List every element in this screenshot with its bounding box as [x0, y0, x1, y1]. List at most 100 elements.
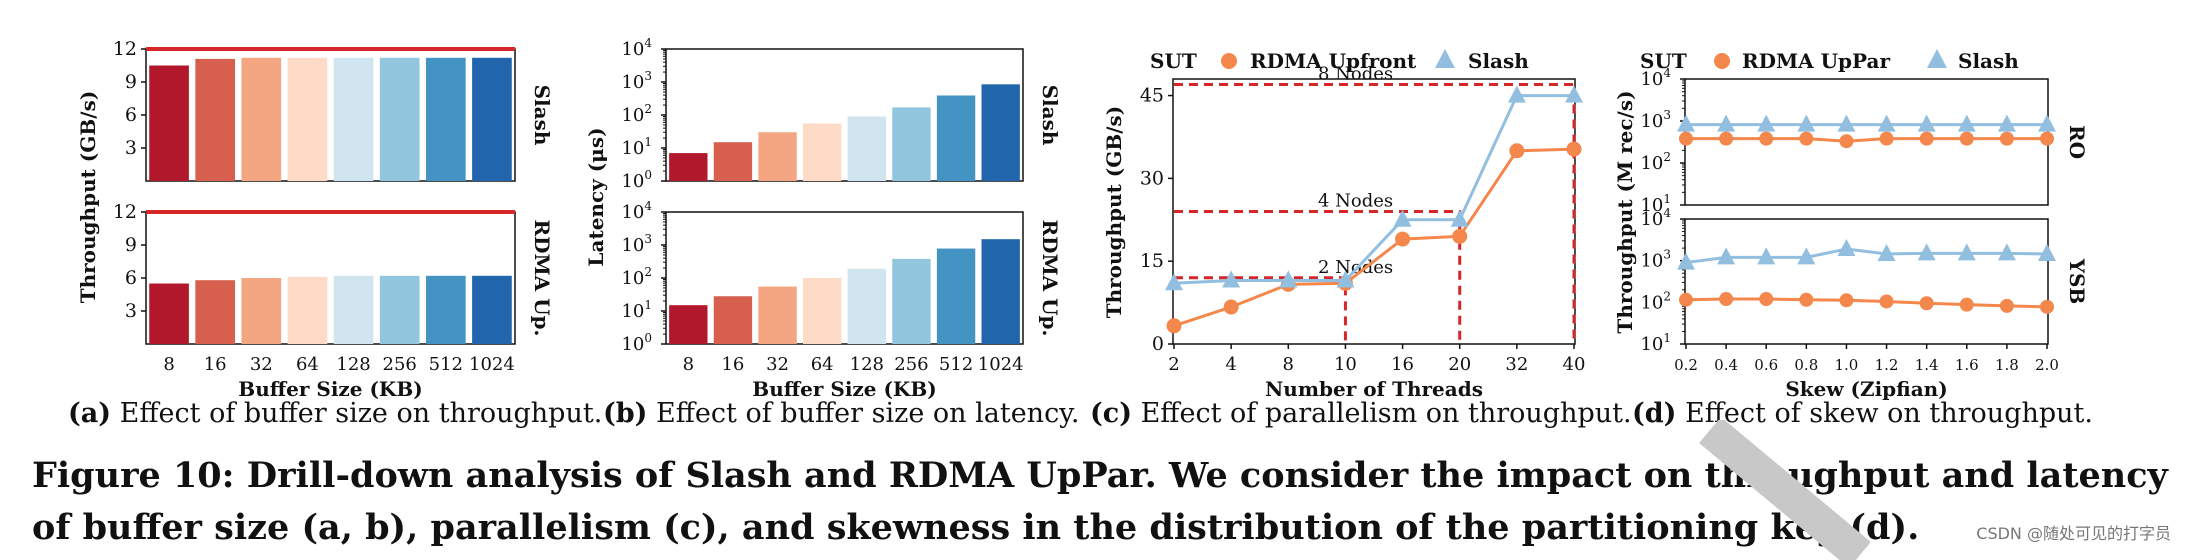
chart-d-point — [1877, 114, 1896, 132]
chart-d-xtick-label: 0.8 — [1794, 356, 1818, 374]
chart-c-point — [1395, 231, 1411, 247]
chart-d-series-line — [1685, 247, 2048, 265]
chart-b-ytick-label-exp: 1 — [644, 298, 652, 312]
chart-c-legend-label: Slash — [1468, 49, 1529, 73]
chart-b-panel-label: Slash — [1038, 85, 1062, 146]
chart-d-point — [1717, 247, 1736, 265]
chart-a-panel-label: RDMA Up. — [530, 220, 554, 337]
chart-d-point — [1879, 294, 1894, 309]
chart-a-bar — [241, 57, 282, 181]
chart-a-ytick-label: 3 — [125, 137, 137, 159]
chart-d-ytick-label-exp: 2 — [1663, 289, 1671, 303]
chart-a-xtick-label: 64 — [296, 354, 319, 375]
chart-a-xtick-label: 16 — [204, 354, 227, 375]
chart-d-point — [1997, 114, 2016, 132]
chart-d-ytick-label: 102 — [1640, 150, 1671, 174]
chart-d-ytick-label: 102 — [1640, 289, 1671, 313]
subcaption-d: (d) Effect of skew on throughput. — [1632, 398, 2093, 429]
chart-a-bar — [333, 57, 374, 181]
chart-c-series-line — [1173, 94, 1574, 285]
chart-d-ytick-label-exp: 1 — [1663, 331, 1671, 345]
chart-c-xtick-label: 16 — [1391, 354, 1414, 375]
chart-a-xtick-label: 32 — [250, 354, 273, 375]
chart-c-legend-marker — [1435, 49, 1455, 68]
chart-a-bar — [425, 275, 466, 344]
chart-b-bar — [802, 123, 842, 181]
chart-d-ytick-label-exp: 1 — [1663, 192, 1671, 206]
chart-a-bar — [195, 58, 236, 181]
chart-b-ytick-label-exp: 2 — [644, 265, 652, 279]
chart-d-point — [1997, 243, 2016, 261]
chart-a-ytick-label: 9 — [125, 234, 137, 256]
chart-d-xtick-label: 1.4 — [1915, 356, 1939, 374]
chart-b-xtick-label: 16 — [721, 354, 744, 375]
chart-a-xtick-label: 1024 — [469, 354, 515, 375]
chart-b-bar — [892, 258, 931, 344]
chart-d-ytick-label-exp: 3 — [1663, 108, 1671, 122]
subcaption-b: (b) Effect of buffer size on latency. — [603, 398, 1080, 429]
chart-c-series-line — [1173, 147, 1575, 328]
chart-b-ytick-label: 101 — [621, 135, 652, 159]
chart-d-point — [1999, 131, 2014, 146]
chart-c-point — [1452, 228, 1468, 244]
subcaption-a: (a) Effect of buffer size on throughput. — [68, 398, 603, 429]
chart-c-ytick-label: 45 — [1140, 85, 1164, 107]
chart-d-panel-frame — [1684, 218, 2049, 345]
chart-d-point — [1839, 293, 1854, 308]
chart-d-point — [1759, 131, 1774, 146]
chart-a-ytick-label: 3 — [125, 300, 137, 322]
chart-a-bar — [425, 57, 466, 181]
chart-d-point — [2040, 299, 2054, 314]
chart-c-point — [1393, 209, 1412, 227]
chart-b-bar — [713, 142, 753, 181]
chart-a-bar — [472, 57, 512, 181]
chart-c-ytick-label: 15 — [1140, 250, 1164, 272]
chart-d-xtick-label: 0.4 — [1714, 356, 1738, 374]
chart-d-point — [1759, 292, 1774, 307]
watermark-cross-icon — [1699, 420, 1870, 560]
chart-d-ytick-label-exp: 3 — [1663, 248, 1671, 262]
chart-d-ytick-label-exp: 2 — [1663, 150, 1671, 164]
chart-d-point — [1837, 114, 1856, 132]
chart-d-point — [1679, 292, 1693, 307]
chart-d-point — [1799, 292, 1814, 307]
chart-b-ytick-label-exp: 4 — [644, 199, 652, 213]
chart-b-bar — [981, 239, 1020, 344]
chart-d-point — [1919, 131, 1934, 146]
chart-c-point — [1165, 273, 1183, 291]
chart-d-xtick-label: 2.0 — [2035, 356, 2059, 374]
chart-d-point — [1917, 243, 1936, 261]
chart-a-xtick-label: 512 — [429, 354, 463, 375]
chart-b-ytick-label: 104 — [621, 36, 652, 60]
chart-d-panel-frame — [1684, 78, 2049, 206]
chart-d-point — [1837, 239, 1856, 257]
chart-d-point — [2040, 131, 2054, 146]
chart-b-bar — [669, 153, 708, 181]
chart-b-ytick-label: 101 — [621, 298, 652, 322]
chart-c-xtick-label: 10 — [1334, 354, 1357, 375]
chart-b-ytick-label: 100 — [621, 168, 652, 192]
chart-a-xtick-label: 256 — [383, 354, 417, 375]
chart-b-ytick-label-exp: 3 — [644, 232, 652, 246]
chart-a-ytick-label: 12 — [113, 201, 137, 223]
chart-d-ytick-label: 101 — [1640, 331, 1671, 355]
chart-d-ylabel: Throughput (M rec/s) — [1613, 90, 1637, 333]
chart-c-point — [1166, 318, 1182, 334]
chart-a-bar — [241, 278, 282, 344]
chart-b-xlabel: Buffer Size (KB) — [752, 377, 936, 400]
chart-a-bar — [149, 283, 189, 344]
chart-d-xtick-label: 1.2 — [1875, 356, 1899, 374]
chart-d-point — [1757, 114, 1776, 132]
chart-d-xtick-label: 0.6 — [1754, 356, 1778, 374]
chart-a-ytick-label: 12 — [113, 38, 137, 60]
chart-d-point — [1959, 131, 1974, 146]
chart-b-bar — [758, 132, 797, 181]
chart-c-xtick-label: 2 — [1168, 354, 1179, 375]
chart-d-point — [1917, 114, 1936, 132]
chart-c-xlabel: Number of Threads — [1265, 377, 1483, 400]
chart-d-ytick-label: 101 — [1640, 192, 1671, 216]
chart-d-ytick-label: 103 — [1640, 108, 1671, 132]
chart-b-bar — [802, 278, 842, 344]
chart-c-xtick-label: 8 — [1283, 354, 1294, 375]
